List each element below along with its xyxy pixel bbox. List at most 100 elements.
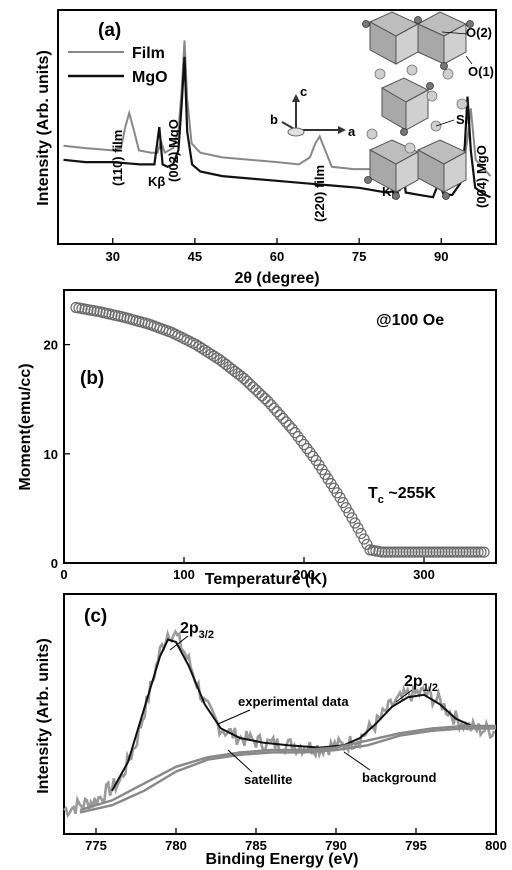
data-point — [271, 406, 283, 418]
data-point — [445, 546, 457, 558]
data-point — [190, 339, 202, 351]
data-point — [259, 392, 271, 405]
peak-label-220-film: (220) film — [312, 165, 327, 222]
data-point — [196, 342, 208, 354]
data-point — [403, 546, 415, 558]
data-point — [283, 419, 295, 431]
data-point — [472, 546, 484, 558]
data-point — [397, 546, 409, 558]
panel-c-frame — [63, 593, 497, 835]
panel-a-x-tick-label: 60 — [270, 249, 284, 264]
panel-a-xrd: 30 45 60 75 90 (a) Film MgO (110) film Kβ (0… — [35, 9, 497, 287]
data-point — [457, 546, 469, 558]
data-point — [430, 546, 442, 558]
panel-b-x-tick-label: 100 — [173, 567, 195, 582]
panel-a-x-tick-label: 90 — [434, 249, 448, 264]
tc-value: ~255K — [384, 485, 436, 502]
panel-c-xps: 775 780 785 790 795 800 (c) 2p3/2 2p1/2 exper… — [35, 593, 507, 868]
triad-label-a: a — [348, 124, 356, 139]
crystal-oxygen-atoms — [362, 16, 474, 200]
data-point — [253, 387, 265, 399]
tc-subscript: c — [378, 494, 384, 506]
label-2p32-sub: 3/2 — [199, 629, 214, 641]
panel-a-y-axis-label: Intensity (Arb. units) — [35, 50, 52, 206]
data-point — [247, 381, 259, 393]
label-experimental-data: experimental data — [238, 694, 349, 709]
legend-mgo-label: MgO — [132, 69, 168, 86]
data-point — [295, 435, 307, 447]
panel-b-magnetization: 0 100 200 300 0 10 20 (b) @100 Oe Tc ~255K Mom… — [17, 289, 497, 588]
panel-c-x-ticks: 775 780 785 790 795 800 — [85, 828, 507, 853]
data-point — [409, 546, 421, 558]
peak-label-110-film: (110) film — [110, 130, 125, 186]
panel-a-x-tick-label: 45 — [188, 249, 202, 264]
panel-a-label: (a) — [98, 20, 121, 41]
crystal-structure-inset: O(2) O(1) Sr — [362, 11, 494, 200]
panel-c-label: (c) — [84, 606, 107, 627]
data-point — [466, 546, 478, 558]
data-point — [274, 409, 286, 421]
data-point — [193, 340, 205, 353]
series-line-background — [79, 724, 496, 812]
panel-b-y-axis-label: Moment(emu/cc) — [17, 363, 34, 490]
panel-c-x-tick-label: 800 — [485, 838, 507, 853]
peak-label-002-mgo: (002) MgO — [166, 119, 181, 182]
data-point — [268, 402, 280, 414]
panel-c-x-tick-label: 790 — [325, 838, 347, 853]
label-o1: O(1) — [468, 64, 494, 79]
panel-c-x-tick-label: 795 — [405, 838, 427, 853]
panel-b-ticks: 0 100 200 300 0 10 20 — [44, 338, 435, 582]
data-point — [238, 372, 250, 385]
data-point — [355, 527, 367, 540]
label-2p12-main: 2p — [404, 673, 423, 690]
triad-label-b: b — [270, 112, 278, 127]
data-point — [436, 546, 448, 558]
panel-b-x-axis-label: Temperature (K) — [205, 571, 327, 588]
data-point — [421, 546, 433, 558]
data-point — [400, 546, 412, 558]
legend: Film MgO — [68, 45, 168, 86]
panel-a-x-ticks: 30 45 60 75 90 — [106, 238, 448, 264]
data-point — [391, 546, 403, 558]
data-point — [433, 546, 445, 558]
panel-c-x-tick-label: 775 — [85, 838, 107, 853]
data-point — [469, 546, 481, 558]
label-2p12-sub: 1/2 — [423, 682, 438, 694]
data-point — [244, 378, 256, 390]
label-2p32-main: 2p — [180, 620, 199, 637]
data-point — [358, 533, 370, 545]
panel-c-x-axis-label: Binding Energy (eV) — [206, 851, 359, 868]
data-point — [211, 352, 223, 364]
data-point — [406, 546, 418, 558]
panel-c-series — [63, 628, 496, 819]
tc-symbol: T — [368, 485, 378, 502]
data-point — [424, 546, 436, 558]
data-point — [388, 546, 400, 558]
data-point — [385, 546, 397, 558]
panel-b-data-points — [70, 301, 490, 558]
data-point — [301, 442, 313, 455]
panel-c-x-tick-label: 785 — [245, 838, 267, 853]
data-point — [199, 344, 211, 356]
data-point — [202, 346, 214, 358]
label-background: background — [362, 770, 436, 785]
label-2p32: 2p3/2 — [180, 620, 214, 641]
data-point — [394, 546, 406, 558]
data-point — [439, 546, 451, 558]
panel-c-y-axis-label: Intensity (Arb. units) — [35, 638, 52, 794]
data-point — [415, 546, 427, 558]
data-point — [286, 423, 298, 435]
data-point — [475, 546, 487, 558]
tc-annotation: Tc ~255K — [368, 485, 436, 506]
data-point — [478, 546, 490, 558]
panel-b-label: (b) — [80, 368, 104, 389]
peak-label-004-mgo: (004) MgO — [474, 145, 489, 208]
data-point — [451, 546, 463, 558]
data-point — [379, 546, 391, 558]
panel-b-x-tick-label: 300 — [413, 567, 435, 582]
crystal-sr-atoms — [366, 64, 468, 154]
peak-label-kbeta-1: Kβ — [148, 174, 165, 189]
panel-a-x-tick-label: 75 — [352, 249, 366, 264]
panel-b-x-tick-label: 0 — [60, 567, 67, 582]
